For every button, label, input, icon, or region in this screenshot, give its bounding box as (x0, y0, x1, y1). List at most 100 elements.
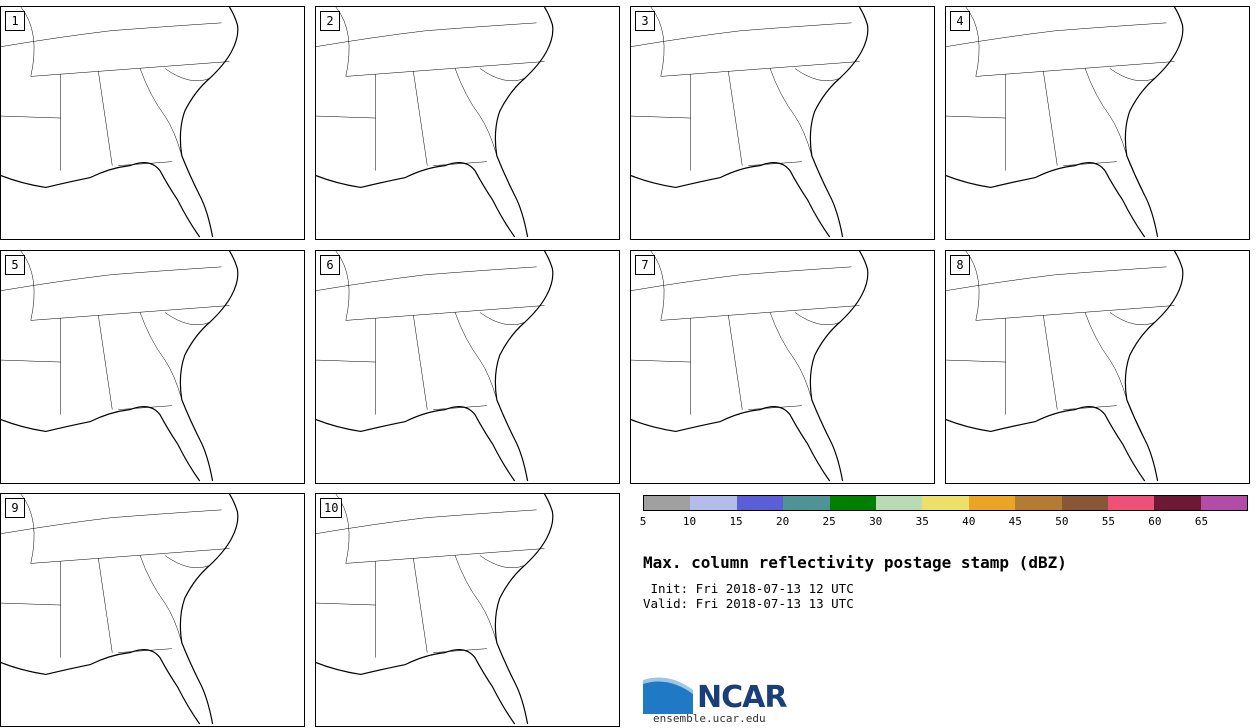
colorbar-tick-label: 50 (1055, 515, 1069, 528)
state-border (479, 555, 525, 568)
state-border (748, 161, 802, 166)
figure-title: Max. column reflectivity postage stamp (… (643, 553, 1067, 572)
state-border (98, 71, 113, 166)
colorbar-ticks: 5 10 15 20 25 30 35 40 45 50 55 60 65 (639, 515, 1248, 529)
state-border (1, 115, 61, 119)
colorbar-tick-label: 65 (1194, 515, 1209, 528)
state-border (975, 305, 1175, 321)
coastline (1, 494, 239, 725)
member-panel-4: 4 (945, 6, 1250, 240)
state-border (946, 266, 1167, 291)
colorbar-segment-1 (690, 496, 737, 510)
state-border (164, 312, 210, 325)
state-border (769, 68, 813, 156)
state-border (1, 266, 222, 291)
colorbar-segment-2 (736, 496, 784, 510)
state-border (345, 61, 545, 77)
reflectivity-colorbar (643, 495, 1248, 511)
state-border (794, 68, 840, 81)
state-border (30, 548, 230, 564)
state-border (1063, 161, 1117, 166)
colorbar-tick-label: 10 (682, 515, 697, 528)
state-border (794, 312, 840, 325)
colorbar-segment-8 (1015, 496, 1062, 510)
base-map (631, 7, 869, 238)
state-border (1084, 68, 1128, 156)
state-border (728, 71, 743, 166)
state-border (454, 312, 498, 400)
state-border (413, 71, 428, 166)
state-border (98, 315, 113, 410)
state-border (30, 61, 230, 77)
state-border (660, 305, 860, 321)
state-border (30, 305, 230, 321)
state-border (118, 405, 172, 410)
colorbar-tick-label: 20 (775, 515, 790, 528)
base-map (631, 251, 869, 482)
panel-label: 1 (5, 11, 25, 31)
state-border (316, 115, 376, 119)
coastline (1, 251, 239, 482)
state-border (1109, 68, 1155, 81)
colorbar-segment-3 (783, 496, 830, 510)
logo-text: NCAR (697, 680, 787, 715)
state-border (631, 266, 852, 291)
member-panel-9: 9 (0, 493, 305, 727)
state-border (631, 22, 852, 47)
colorbar-tick-label: 60 (1148, 515, 1162, 528)
panel-label: 7 (635, 255, 655, 275)
base-map (1, 7, 239, 238)
coastline (316, 7, 554, 238)
coastline (631, 7, 869, 238)
state-border (139, 555, 183, 643)
state-border (1063, 405, 1117, 410)
member-panel-2: 2 (315, 6, 620, 240)
state-border (345, 548, 545, 564)
base-map (316, 251, 554, 482)
state-border (433, 648, 487, 653)
state-border (975, 61, 1175, 77)
state-border (631, 115, 691, 119)
member-panel-8: 8 (945, 250, 1250, 484)
state-border (454, 68, 498, 156)
state-border (769, 312, 813, 400)
coastline (316, 251, 554, 482)
base-map (316, 494, 554, 725)
colorbar-tick-label: 5 (639, 515, 647, 528)
panel-label: 6 (320, 255, 340, 275)
state-border (1, 22, 222, 47)
state-border (1, 602, 61, 606)
state-border (1084, 312, 1128, 400)
state-border (946, 115, 1006, 119)
colorbar-tick-label: 35 (915, 515, 929, 528)
base-map (1, 494, 239, 725)
state-border (946, 359, 1006, 363)
base-map (316, 7, 554, 238)
colorbar-segment-4 (829, 496, 876, 510)
member-panel-7: 7 (630, 250, 935, 484)
state-border (1043, 71, 1058, 166)
colorbar-tick-label: 45 (1008, 515, 1022, 528)
member-panel-10: 10 (315, 493, 620, 727)
base-map (946, 251, 1184, 482)
member-panel-3: 3 (630, 6, 935, 240)
coastline (946, 7, 1184, 238)
state-border (139, 68, 183, 156)
member-panel-6: 6 (315, 250, 620, 484)
state-border (316, 359, 376, 363)
panel-label: 2 (320, 11, 340, 31)
state-border (316, 266, 537, 291)
state-border (660, 61, 860, 77)
member-panel-5: 5 (0, 250, 305, 484)
panel-label: 5 (5, 255, 25, 275)
colorbar-segment-7 (968, 496, 1016, 510)
state-border (454, 555, 498, 643)
colorbar-segment-6 (922, 496, 969, 510)
state-border (164, 555, 210, 568)
state-border (1, 509, 222, 534)
state-border (946, 22, 1167, 47)
coastline (631, 251, 869, 482)
colorbar-tick-label: 30 (869, 515, 883, 528)
state-border (164, 68, 210, 81)
panel-label: 8 (950, 255, 970, 275)
